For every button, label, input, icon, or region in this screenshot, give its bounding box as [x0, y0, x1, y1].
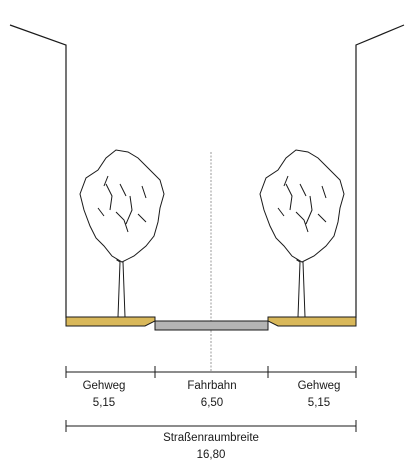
label-total: Straßenraumbreite: [163, 432, 259, 444]
right-tree-icon: [259, 149, 345, 318]
right-building: [355, 24, 405, 318]
label-fahrbahn: Fahrbahn: [187, 380, 236, 392]
width-fahrbahn: 6,50: [201, 397, 223, 409]
left-sidewalk-surface: [65, 316, 156, 327]
width-gehweg-right: 5,15: [308, 397, 330, 409]
left-building: [9, 24, 67, 318]
roadway-surface: [154, 320, 269, 331]
label-gehweg-left: Gehweg: [83, 380, 126, 392]
label-gehweg-right: Gehweg: [298, 380, 341, 392]
segment-dimension-line: [65, 366, 357, 378]
width-total: 16,80: [197, 449, 226, 461]
total-dimension-line: [65, 420, 357, 432]
width-gehweg-left: 5,15: [93, 397, 115, 409]
right-sidewalk-surface: [267, 316, 357, 327]
left-tree-icon: [79, 149, 165, 318]
